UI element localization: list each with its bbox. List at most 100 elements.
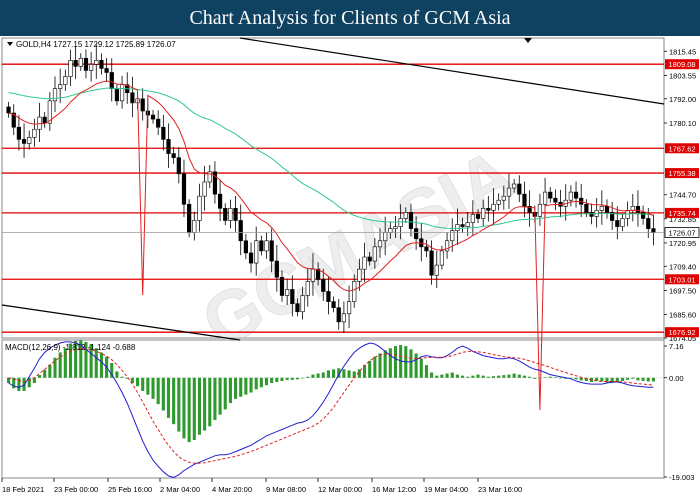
macd-bar-20: [110, 362, 114, 378]
macd-bar-123: [641, 377, 645, 381]
candle-68: [357, 258, 362, 291]
macd-bar-38: [203, 377, 207, 431]
price-tick-label-10: 1674.05: [669, 334, 696, 343]
level-label-text: 1703.01: [668, 275, 695, 284]
macd-bar-112: [584, 377, 588, 381]
candle-17: [94, 44, 99, 79]
macd-bar-57: [301, 377, 305, 379]
candle-60: [315, 262, 321, 286]
candle-body: [166, 139, 171, 154]
candle-body: [274, 260, 279, 278]
candle-body: [362, 256, 367, 270]
candle-44: [233, 195, 238, 232]
macd-line: [8, 341, 654, 479]
candle-body: [99, 60, 104, 69]
macd-bar-36: [192, 377, 196, 441]
macd-bar-96: [502, 375, 506, 378]
macd-bar-59: [311, 374, 315, 378]
candle-body: [156, 118, 161, 128]
candle-body: [429, 250, 434, 276]
candle-body: [254, 240, 259, 264]
candle-5: [32, 118, 37, 147]
macd-bar-49: [259, 377, 263, 388]
candle-62: [326, 277, 331, 315]
candle-body: [11, 112, 16, 128]
candle-32: [171, 146, 176, 164]
current-price-bg: [664, 227, 700, 238]
candle-52: [274, 245, 279, 292]
macd-bar-24: [130, 377, 134, 384]
time-tick-label-2: 25 Feb 16:00: [108, 485, 152, 494]
candle-72: [377, 228, 383, 258]
macd-bar-67: [352, 371, 356, 378]
candle-body: [475, 214, 481, 219]
candle-body: [336, 307, 341, 323]
macd-bar-95: [497, 375, 501, 378]
price-panel-header: GOLD,H4 1727.15 1729.12 1725.89 1726.07: [7, 40, 176, 49]
macd-bar-25: [136, 377, 140, 387]
macd-tick-label-1: 0.00: [669, 374, 684, 383]
candle-body: [32, 128, 37, 138]
candle-body: [140, 98, 145, 112]
candle-47: [248, 242, 254, 273]
candle-19: [104, 57, 109, 82]
candle-105: [548, 187, 553, 203]
macd-bar-52: [275, 377, 279, 382]
candle-body: [434, 264, 439, 276]
candle-75: [393, 216, 398, 239]
macd-bar-82: [430, 372, 434, 378]
candle-body: [181, 173, 187, 205]
macd-bar-74: [388, 348, 392, 378]
macd-bar-105: [548, 376, 552, 378]
macd-bar-50: [264, 377, 269, 386]
candle-117: [610, 201, 615, 230]
macd-bar-124: [646, 377, 650, 382]
candle-body: [537, 203, 543, 217]
price-tick-label-0: 1815.45: [669, 47, 696, 56]
time-tick-label-0: 18 Feb 2021: [2, 485, 44, 494]
candle-body: [465, 222, 470, 227]
macd-bar-26: [141, 377, 145, 391]
candle-94: [491, 188, 496, 225]
macd-bar-44: [234, 377, 238, 399]
candle-57: [300, 286, 305, 320]
candlesticks: [6, 44, 656, 334]
candle-body: [640, 212, 646, 219]
candle-body: [352, 281, 357, 302]
candle-67: [352, 274, 357, 308]
price-tick-label-4: 1744.70: [669, 191, 696, 200]
time-tick-label-1: 23 Feb 00:00: [54, 485, 98, 494]
candle-61: [321, 268, 326, 301]
candle-body: [553, 197, 558, 203]
candle-body: [646, 218, 651, 229]
candle-body: [279, 276, 285, 296]
candle-body: [202, 181, 207, 197]
candle-body: [259, 240, 264, 252]
candle-14: [78, 53, 83, 71]
candle-119: [620, 213, 625, 232]
time-tick-label-3: 2 Mar 04:00: [160, 485, 200, 494]
candle-body: [408, 212, 414, 229]
dropdown-triangle-icon: [7, 42, 13, 46]
candle-body: [522, 193, 527, 207]
candle-body: [78, 57, 83, 67]
candle-body: [176, 157, 181, 175]
macd-bar-5: [32, 377, 36, 384]
candle-body: [542, 191, 548, 205]
candle-body: [58, 84, 63, 89]
macd-bar-0: [7, 377, 11, 384]
candle-body: [388, 228, 393, 233]
candle-body: [501, 195, 506, 201]
level-label-bg: [665, 143, 699, 154]
candle-89: [465, 211, 470, 237]
candle-body: [52, 88, 58, 102]
candle-body: [300, 295, 305, 313]
level-price-labels: 1809.08 1767.62 1755.38 1735.74 1703.01 1676.…: [665, 59, 699, 338]
chart-shift-marker-icon: [524, 38, 532, 43]
macd-bar-4: [27, 377, 31, 388]
macd-bar-88: [461, 375, 465, 378]
candle-body: [635, 206, 641, 213]
candle-body: [264, 240, 269, 252]
candle-body: [589, 212, 594, 217]
candle-37: [197, 183, 202, 232]
